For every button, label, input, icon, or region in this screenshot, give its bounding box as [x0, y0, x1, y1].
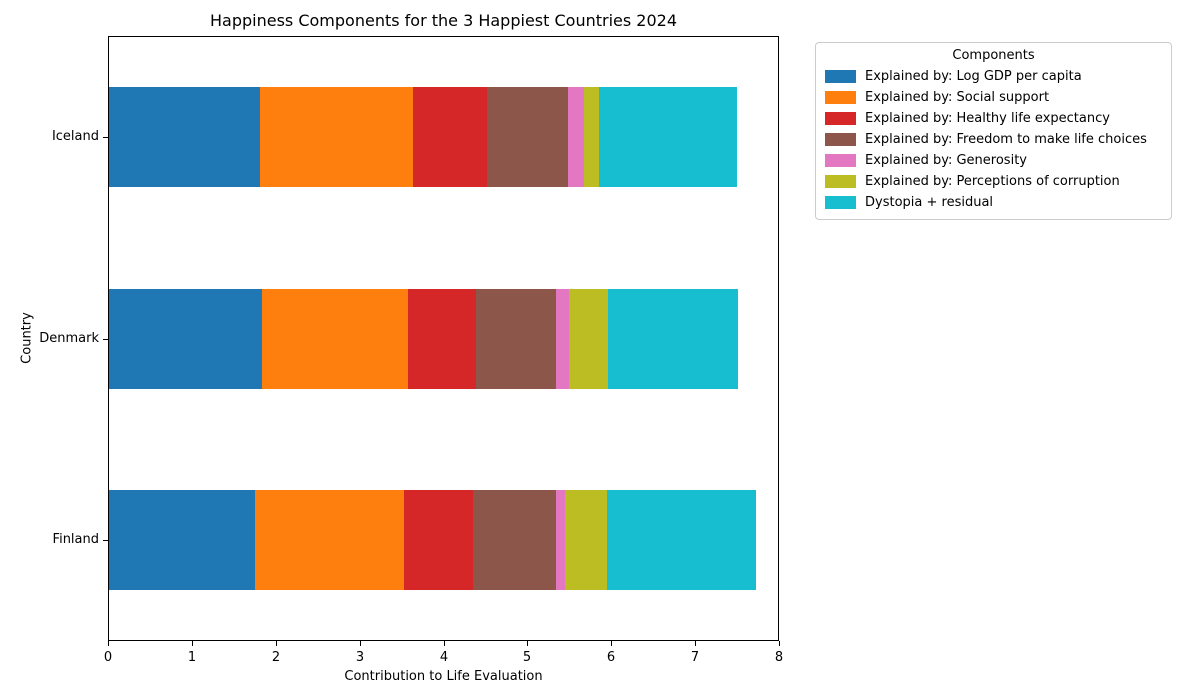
- bar-segment: [407, 288, 476, 389]
- legend-item: Explained by: Freedom to make life choic…: [825, 129, 1162, 150]
- legend-title: Components: [952, 48, 1035, 63]
- bar-segment: [486, 86, 568, 187]
- bar-segment: [564, 490, 607, 591]
- bar-finland: [109, 490, 778, 591]
- bar-segment: [598, 86, 738, 187]
- y-tick-label: Iceland: [51, 129, 99, 144]
- legend-label: Explained by: Perceptions of corruption: [865, 174, 1120, 189]
- x-tick: [611, 641, 612, 646]
- x-tick: [276, 641, 277, 646]
- y-tick: [103, 540, 108, 541]
- legend-swatch: [825, 70, 856, 83]
- legend-swatch: [825, 175, 856, 188]
- legend-item: Explained by: Generosity: [825, 150, 1162, 171]
- bar-segment: [475, 288, 556, 389]
- legend-item: Explained by: Social support: [825, 87, 1162, 108]
- bar-segment: [568, 288, 609, 389]
- legend-label: Explained by: Log GDP per capita: [865, 69, 1082, 84]
- legend: Components Explained by: Log GDP per cap…: [815, 42, 1172, 220]
- y-tick: [103, 339, 108, 340]
- x-axis-label: Contribution to Life Evaluation: [344, 669, 543, 684]
- legend-item: Explained by: Perceptions of corruption: [825, 171, 1162, 192]
- legend-label: Explained by: Social support: [865, 90, 1050, 105]
- bar-segment: [259, 86, 414, 187]
- x-tick-label: 2: [271, 650, 281, 665]
- legend-swatch: [825, 196, 856, 209]
- legend-swatch: [825, 112, 856, 125]
- x-tick: [192, 641, 193, 646]
- bar-segment: [255, 490, 405, 591]
- legend-label: Dystopia + residual: [865, 195, 994, 210]
- bar-segment: [404, 490, 474, 591]
- x-tick-label: 0: [103, 650, 113, 665]
- legend-items: Explained by: Log GDP per capita Explaine…: [825, 66, 1162, 213]
- bar-segment: [606, 490, 756, 591]
- bar-segment: [413, 86, 487, 187]
- legend-label: Explained by: Healthy life expectancy: [865, 111, 1110, 126]
- legend-item: Explained by: Log GDP per capita: [825, 66, 1162, 87]
- y-axis-label: Country: [19, 312, 35, 364]
- x-tick-label: 1: [187, 650, 197, 665]
- x-tick: [444, 641, 445, 646]
- legend-swatch: [825, 154, 856, 167]
- x-tick-label: 6: [606, 650, 616, 665]
- bar-segment: [555, 288, 569, 389]
- y-tick-label: Finland: [52, 532, 99, 547]
- bar-segment: [261, 288, 408, 389]
- bar-segment: [473, 490, 556, 591]
- legend-item: Dystopia + residual: [825, 192, 1162, 213]
- x-tick: [695, 641, 696, 646]
- bar-segment: [584, 86, 599, 187]
- x-tick-label: 5: [522, 650, 532, 665]
- bar-segment: [109, 86, 260, 187]
- x-tick: [779, 641, 780, 646]
- y-tick-label: Denmark: [39, 331, 99, 346]
- legend-swatch: [825, 133, 856, 146]
- x-tick-label: 3: [355, 650, 365, 665]
- legend-item: Explained by: Healthy life expectancy: [825, 108, 1162, 129]
- bar-segment: [109, 490, 256, 591]
- legend-label: Explained by: Generosity: [865, 153, 1027, 168]
- bar-segment: [109, 288, 262, 389]
- x-tick-label: 4: [439, 650, 449, 665]
- x-tick: [527, 641, 528, 646]
- x-tick: [360, 641, 361, 646]
- x-tick: [108, 641, 109, 646]
- plot-area: [108, 36, 779, 641]
- chart-title: Happiness Components for the 3 Happiest …: [210, 11, 677, 30]
- bar-denmark: [109, 288, 778, 389]
- y-tick: [103, 137, 108, 138]
- bar-iceland: [109, 86, 778, 187]
- x-tick-label: 7: [690, 650, 700, 665]
- bar-segment: [555, 490, 565, 591]
- legend-label: Explained by: Freedom to make life choic…: [865, 132, 1147, 147]
- bar-segment: [567, 86, 585, 187]
- bar-segment: [608, 288, 738, 389]
- legend-swatch: [825, 91, 856, 104]
- x-tick-label: 8: [774, 650, 784, 665]
